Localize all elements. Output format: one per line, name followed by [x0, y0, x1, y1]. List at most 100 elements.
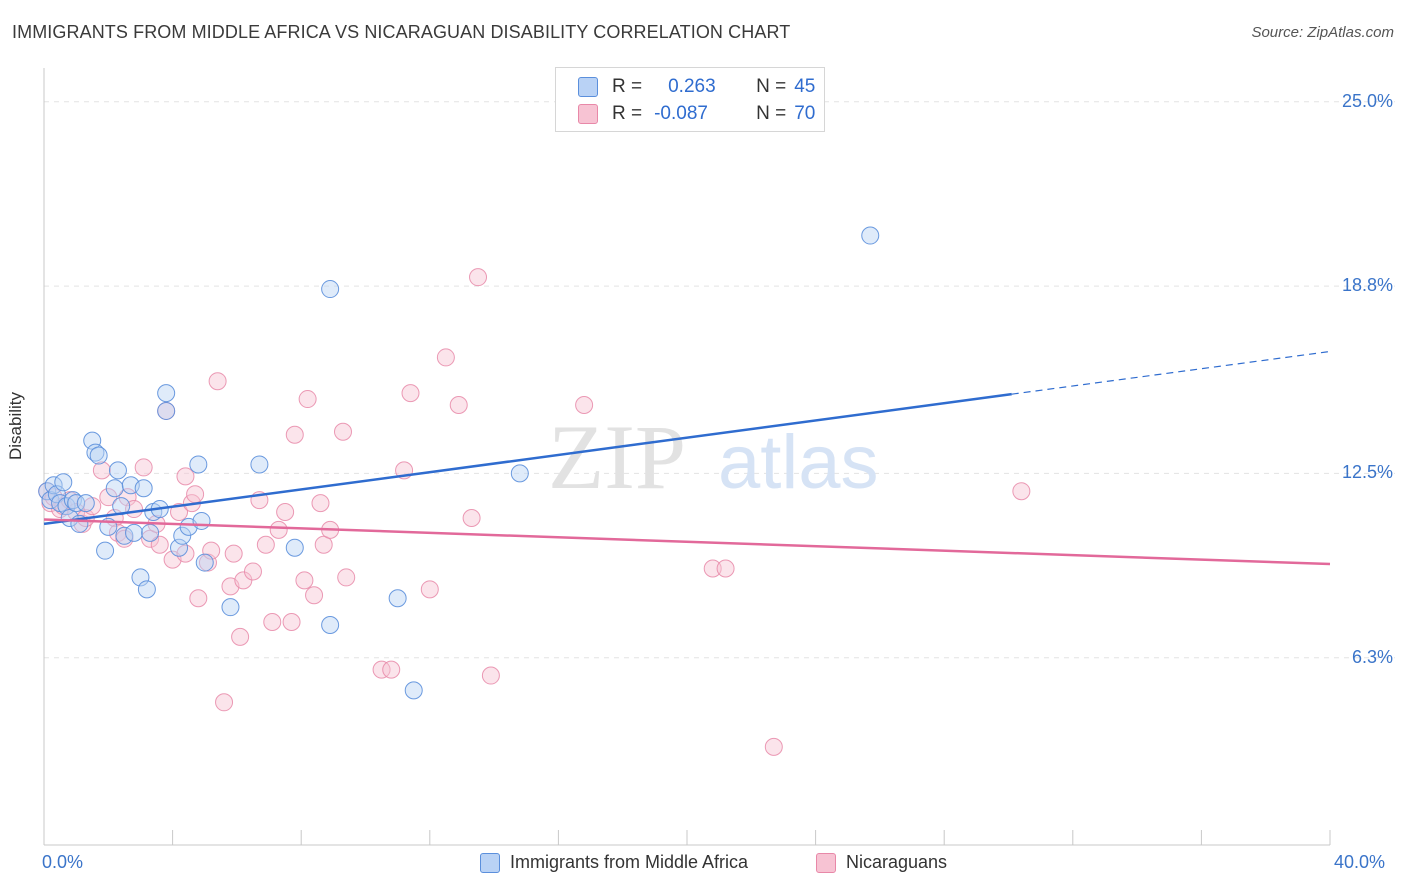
- middle-africa-point: [76, 494, 95, 513]
- nicaraguans-point: [118, 488, 137, 507]
- nicaraguans-point: [208, 372, 227, 391]
- legend-n-label: N =: [756, 103, 787, 124]
- middle-africa-point: [173, 526, 192, 545]
- nicaraguans-point: [99, 488, 118, 507]
- stats-legend: R = 0.263 N = 45 R = -0.087 N = 70: [555, 67, 825, 132]
- y-tick-label: 12.5%: [1341, 462, 1393, 483]
- nicaraguans-point: [298, 390, 317, 409]
- nicaraguans-point: [269, 520, 288, 539]
- axes: [43, 68, 1331, 846]
- middle-africa-point: [321, 280, 340, 299]
- nicaraguans-point: [449, 396, 468, 414]
- nicaraguans-point: [462, 508, 481, 527]
- legend-r-label: R =: [612, 103, 643, 124]
- y-tick-label: 18.8%: [1341, 275, 1393, 296]
- chart-title: IMMIGRANTS FROM MIDDLE AFRICA VS NICARAG…: [12, 22, 791, 42]
- nicaraguans-point: [134, 458, 153, 477]
- nicaraguans-point: [716, 559, 735, 578]
- middle-africa-point: [157, 401, 176, 420]
- nicaraguans-point: [231, 627, 250, 646]
- y-tick-label: 25.0%: [1341, 90, 1393, 111]
- nicaraguans-point: [170, 503, 189, 522]
- middle-africa-point: [89, 446, 108, 465]
- middle-africa-point: [861, 226, 880, 245]
- middle-africa-trend-extension: [1011, 350, 1331, 395]
- bottom-legend-middle-africa: Immigrants from Middle Africa: [480, 852, 748, 873]
- nicaraguans-point: [314, 535, 333, 554]
- x-tick-label-min: 0.0%: [42, 852, 84, 872]
- nicaraguans-point: [256, 535, 275, 554]
- middle-africa-point: [170, 538, 189, 557]
- nicaraguans-point: [420, 580, 439, 599]
- nicaraguans-point: [150, 535, 169, 554]
- middle-africa-point: [285, 538, 304, 557]
- nicaraguans-point: [276, 503, 295, 522]
- y-tick-label: 6.3%: [1351, 646, 1393, 667]
- nicaraguans-point: [224, 544, 243, 563]
- legend-r-label: R =: [612, 76, 643, 97]
- middle-africa-point: [115, 526, 134, 545]
- middle-africa-point: [83, 431, 102, 450]
- nicaraguans-point: [382, 660, 401, 679]
- nicaraguans-point: [282, 613, 301, 632]
- nicaraguans-point: [215, 693, 234, 712]
- middle-africa-trend-line: [43, 392, 1012, 526]
- legend-swatch-pink: [578, 104, 598, 124]
- watermark: ZIP atlas: [548, 406, 879, 508]
- middle-africa-point: [67, 494, 86, 513]
- nicaraguans-point: [1012, 482, 1031, 501]
- middle-africa-point: [321, 616, 340, 634]
- middle-africa-point: [86, 443, 105, 462]
- nicaraguans-point: [401, 384, 420, 403]
- nicaraguans-point: [372, 660, 391, 679]
- nicaraguans-points: [38, 268, 1031, 756]
- watermark-zip: ZIP: [548, 406, 686, 508]
- nicaraguans-point: [575, 396, 594, 414]
- middle-africa-point: [108, 461, 127, 480]
- bottom-legend-label: Nicaraguans: [846, 852, 948, 872]
- middle-africa-point: [195, 553, 214, 572]
- nicaraguans-point: [285, 425, 304, 444]
- middle-africa-point: [125, 523, 144, 542]
- bottom-legend-swatch-pink: [816, 852, 836, 873]
- nicaraguans-point: [186, 485, 205, 504]
- trend-lines: [43, 350, 1331, 566]
- nicaraguans-point: [141, 529, 160, 548]
- bottom-legend-label: Immigrants from Middle Africa: [510, 852, 749, 872]
- nicaraguans-point: [337, 568, 356, 587]
- middle-africa-point: [134, 479, 153, 498]
- middle-africa-point: [141, 523, 160, 542]
- legend-r-value: 0.263: [668, 76, 716, 97]
- middle-africa-points: [38, 226, 880, 700]
- middle-africa-point: [189, 455, 208, 474]
- y-axis-title: Disability: [6, 391, 25, 460]
- nicaraguans-trend-line: [43, 518, 1331, 566]
- nicaraguans-point: [295, 571, 314, 590]
- middle-africa-point: [157, 384, 176, 403]
- nicaraguans-point: [311, 494, 330, 513]
- middle-africa-point: [404, 681, 423, 700]
- nicaraguans-point: [263, 613, 282, 632]
- nicaraguans-point: [92, 461, 111, 480]
- bottom-legend-nicaraguans: Nicaraguans: [816, 852, 947, 873]
- nicaraguans-point: [481, 666, 500, 685]
- nicaraguans-point: [176, 467, 195, 486]
- nicaraguans-point: [333, 422, 352, 441]
- middle-africa-point: [388, 589, 407, 608]
- legend-n-value: 45: [794, 76, 816, 97]
- legend-row-nicaraguans: R = -0.087 N = 70: [578, 101, 815, 127]
- middle-africa-point: [510, 464, 529, 483]
- middle-africa-point: [192, 511, 211, 530]
- nicaraguans-point: [436, 348, 455, 367]
- middle-africa-point: [105, 479, 124, 498]
- legend-swatch-blue: [578, 77, 598, 97]
- watermark-atlas: atlas: [718, 420, 879, 505]
- nicaraguans-point: [703, 559, 722, 578]
- nicaraguans-point: [305, 586, 324, 605]
- middle-africa-point: [96, 541, 115, 560]
- nicaraguans-point: [189, 589, 208, 608]
- nicaraguans-point: [202, 541, 221, 560]
- middle-africa-point: [131, 568, 150, 587]
- middle-africa-point: [221, 598, 240, 617]
